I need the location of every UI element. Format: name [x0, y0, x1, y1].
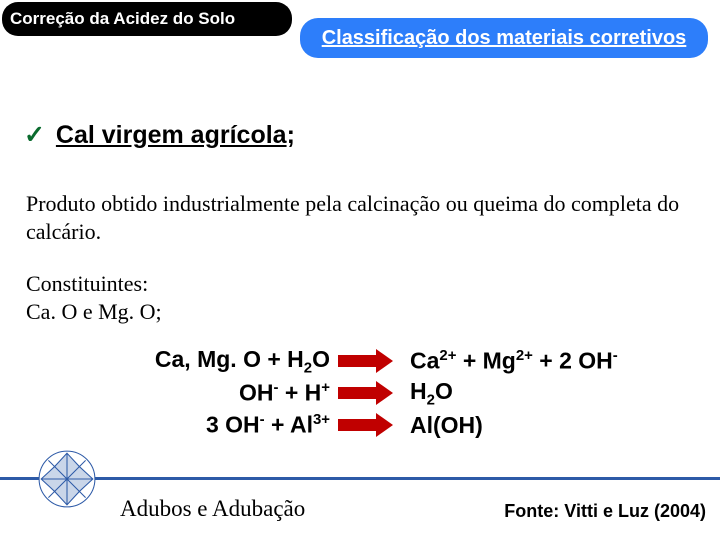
- subtitle-text: Classificação dos materiais corretivos: [322, 27, 687, 50]
- subtitle-bar: Classificação dos materiais corretivos: [300, 18, 708, 58]
- reaction-arrow-icon: [330, 353, 400, 369]
- check-item-tail: ;: [287, 121, 295, 149]
- reaction-arrow-icon: [330, 417, 400, 433]
- constituents-label: Constituintes:: [26, 270, 162, 298]
- title-bar: Correção da Acidez do Solo: [2, 2, 292, 36]
- equation-right: Al(OH): [400, 412, 680, 439]
- equation-right: H2O: [400, 378, 680, 409]
- constituents-block: Constituintes: Ca. O e Mg. O;: [26, 270, 162, 325]
- title-text: Correção da Acidez do Solo: [10, 9, 235, 29]
- equation-row: 3 OH- + Al3+ Al(OH): [60, 409, 680, 441]
- equation-left: OH- + H+: [60, 379, 330, 407]
- description-text: Produto obtido industrialmente pela calc…: [26, 190, 690, 245]
- equation-left: 3 OH- + Al3+: [60, 411, 330, 439]
- footer-logo-icon: [36, 448, 98, 510]
- reaction-arrow-icon: [330, 385, 400, 401]
- footer-section-title: Adubos e Adubação: [120, 496, 305, 522]
- equation-right: Ca2+ + Mg2+ + 2 OH-: [400, 347, 680, 375]
- constituents-value: Ca. O e Mg. O;: [26, 298, 162, 326]
- check-icon: ✓: [24, 121, 45, 149]
- equation-left: Ca, Mg. O + H2O: [60, 346, 330, 377]
- equation-row: OH- + H+ H2O: [60, 377, 680, 409]
- equations-block: Ca, Mg. O + H2O Ca2+ + Mg2+ + 2 OH- OH- …: [60, 345, 680, 441]
- footer-divider: [0, 477, 720, 480]
- check-item-label: Cal virgem agrícola: [56, 121, 287, 149]
- check-list-item: ✓ Cal virgem agrícola;: [24, 120, 295, 150]
- equation-row: Ca, Mg. O + H2O Ca2+ + Mg2+ + 2 OH-: [60, 345, 680, 377]
- footer-source: Fonte: Vitti e Luz (2004): [504, 501, 706, 522]
